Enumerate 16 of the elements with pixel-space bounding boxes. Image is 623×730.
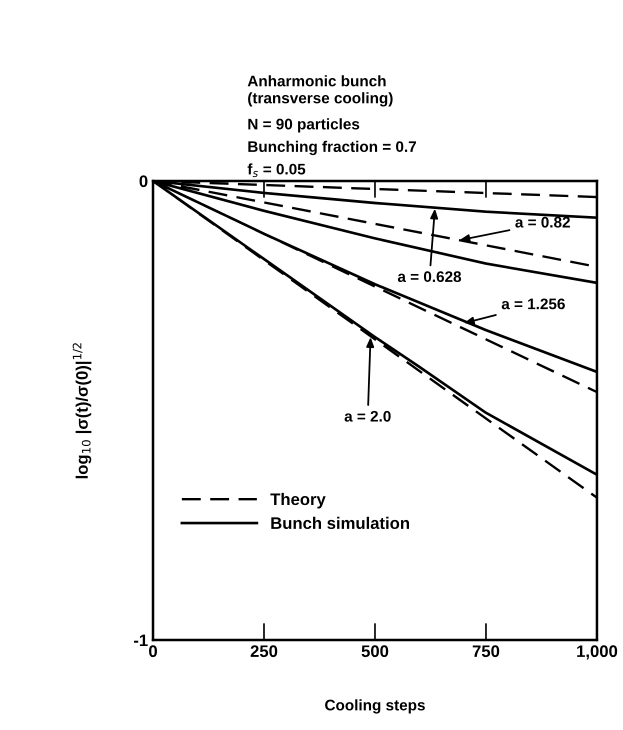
annotation: a = 0.628 <box>398 271 462 282</box>
chart-subtitle: N = 90 particles Bunching fraction = 0.7 f$_{s}$ = 0.05 <box>248 118 416 178</box>
legend-label: Theory <box>270 492 326 508</box>
chart-title: Anharmonic bunch (transverse cooling) <box>248 75 393 107</box>
annotation: a = 1.256 <box>502 298 565 310</box>
y-tick-label: -1 <box>134 634 148 646</box>
legend-label: Bunch simulation <box>271 516 409 530</box>
x-axis-title: Cooling steps <box>325 699 425 714</box>
x-tick-label: 500 <box>362 645 388 658</box>
x-tick-label: 1,000 <box>577 645 618 660</box>
x-tick-label: 250 <box>250 645 278 658</box>
y-axis-title: log$_{10}$ |σ(t)/σ(0)|$^{1/2}$ <box>72 343 92 478</box>
annotation: a = 0.82 <box>515 216 570 228</box>
x-tick-label: 750 <box>472 645 500 658</box>
x-tick-label: 0 <box>149 645 157 658</box>
annotation: a = 2.0 <box>344 410 391 422</box>
